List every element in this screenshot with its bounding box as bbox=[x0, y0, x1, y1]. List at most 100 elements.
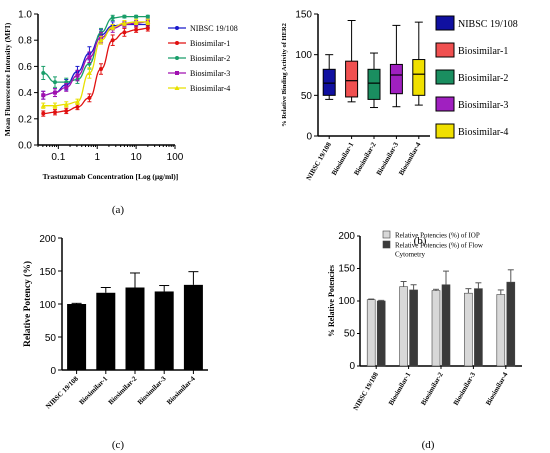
bar bbox=[441, 284, 451, 367]
data-point bbox=[134, 27, 139, 32]
data-point bbox=[64, 108, 69, 113]
legend-label: Biosimilar-2 bbox=[458, 73, 508, 84]
legend-swatch bbox=[435, 123, 455, 139]
data-point bbox=[122, 30, 127, 35]
y-tick-label: 0 bbox=[306, 132, 312, 143]
data-point bbox=[52, 90, 57, 95]
data-point bbox=[110, 38, 115, 43]
x-tick-label: Biosimilar-4 bbox=[165, 374, 197, 406]
x-tick-label: 10 bbox=[131, 152, 143, 163]
panel-b-box-plot: 0 50 100 150 % Relative Binding Activity of … bbox=[281, 10, 518, 182]
legend-swatch bbox=[435, 69, 455, 85]
x-tick-label: NIBSC 19/108 bbox=[305, 141, 333, 182]
series-line bbox=[43, 15, 148, 83]
y-tick-label: 0.0 bbox=[18, 141, 32, 152]
data-point bbox=[87, 55, 92, 60]
legend-marker bbox=[175, 26, 179, 30]
x-tick-label: Biosimilar-3 bbox=[452, 371, 478, 407]
box bbox=[345, 60, 359, 98]
panel-label-b: (b) bbox=[414, 235, 427, 247]
box bbox=[389, 63, 403, 95]
series-line bbox=[43, 21, 148, 107]
y-tick-label: 100 bbox=[39, 300, 56, 311]
data-point bbox=[41, 70, 46, 75]
panel-label-a: (a) bbox=[112, 204, 125, 216]
box bbox=[322, 68, 336, 96]
data-point bbox=[41, 111, 46, 116]
legend-label: NIBSC 19/108 bbox=[190, 24, 238, 33]
data-point bbox=[145, 19, 151, 24]
data-point bbox=[74, 99, 80, 104]
x-tick-label: Biosimilar-1 bbox=[330, 141, 356, 177]
y-tick-label: 0 bbox=[349, 361, 355, 372]
legend-label: Biosimilar-1 bbox=[458, 46, 508, 57]
data-point bbox=[75, 105, 80, 110]
bar bbox=[496, 294, 506, 367]
y-tick-label: 150 bbox=[39, 267, 56, 278]
legend-label: Biosimilar-1 bbox=[190, 39, 230, 48]
data-point bbox=[145, 26, 150, 31]
y-tick-label: 0 bbox=[50, 366, 56, 377]
legend-label: Biosimilar-3 bbox=[458, 100, 508, 111]
y-axis-label: Relative Potency (%) bbox=[22, 261, 33, 347]
y-tick-label: 0.8 bbox=[18, 36, 32, 47]
x-tick-label: Biosimilar-1 bbox=[387, 371, 413, 407]
x-tick-label: Biosimilar-4 bbox=[397, 141, 423, 177]
y-axis-label: % Relative Potencies bbox=[327, 265, 336, 337]
data-point bbox=[121, 20, 127, 26]
y-tick-label: 200 bbox=[39, 234, 56, 245]
y-axis-label: % Relative Binding Activity of HER2 bbox=[281, 23, 288, 127]
data-point bbox=[52, 110, 57, 115]
legend-label: Relative Potencies (%) of IOP bbox=[395, 232, 480, 240]
legend-label: Biosimilar-2 bbox=[190, 54, 230, 63]
x-tick-label: Biosimilar-1 bbox=[78, 374, 110, 406]
x-tick-label: Biosimilar-2 bbox=[107, 374, 139, 406]
y-tick-label: 50 bbox=[301, 91, 313, 102]
bar bbox=[431, 290, 441, 367]
legend-label: Biosimilar-3 bbox=[190, 69, 230, 78]
legend-swatch bbox=[435, 42, 455, 58]
bar bbox=[506, 281, 516, 367]
box bbox=[412, 59, 426, 96]
y-tick-label: 100 bbox=[338, 296, 355, 307]
x-tick-label: 1 bbox=[94, 152, 100, 163]
bar bbox=[154, 291, 174, 370]
bar bbox=[399, 286, 408, 367]
data-point bbox=[87, 95, 92, 100]
x-tick-label: 100 bbox=[167, 152, 184, 163]
bar bbox=[96, 292, 116, 370]
legend-marker bbox=[175, 56, 179, 60]
y-tick-label: 150 bbox=[295, 10, 312, 21]
legend-marker bbox=[175, 71, 179, 75]
data-point bbox=[40, 103, 46, 108]
data-point bbox=[75, 73, 80, 78]
data-point bbox=[110, 15, 115, 20]
legend-marker bbox=[174, 85, 180, 90]
legend-swatch bbox=[382, 230, 391, 239]
bar bbox=[183, 284, 203, 370]
panel-d-grouped-bar-chart: 0 50 100 150 200 % Relative Potencies NIBSC 19… bbox=[327, 230, 522, 412]
data-point bbox=[41, 93, 46, 98]
y-tick-label: 0.6 bbox=[18, 62, 32, 73]
legend-label: Biosimilar-4 bbox=[190, 84, 230, 93]
y-tick-label: 0.2 bbox=[18, 114, 32, 125]
panel-c-bar-chart: 0 50 100 150 200 Relative Potency (%) NIBSC 19… bbox=[22, 234, 208, 411]
bar bbox=[67, 304, 87, 370]
x-tick-label: Biosimilar-2 bbox=[419, 371, 445, 407]
bar bbox=[125, 287, 145, 370]
bar bbox=[464, 292, 473, 367]
y-tick-label: 50 bbox=[45, 333, 57, 344]
y-tick-label: 0.4 bbox=[18, 88, 32, 99]
y-axis-label: Mean Fluorescence Intensity (MFI) bbox=[3, 22, 12, 136]
data-point bbox=[145, 14, 150, 19]
bar bbox=[474, 288, 483, 367]
x-tick-label: Biosimilar-2 bbox=[352, 141, 378, 177]
legend-swatch bbox=[435, 96, 455, 112]
legend-label: Biosimilar-4 bbox=[458, 127, 508, 138]
data-point bbox=[98, 67, 103, 72]
panel-a-dose-response-chart: 0.0 0.2 0.4 0.6 0.8 1.0 0.1 1 10 100 Trastuzumab C… bbox=[3, 10, 238, 182]
legend-swatch bbox=[382, 240, 391, 249]
x-axis-label: Trastuzumab Concentration [Log (µg/ml)] bbox=[43, 172, 179, 181]
series-line bbox=[43, 21, 148, 96]
